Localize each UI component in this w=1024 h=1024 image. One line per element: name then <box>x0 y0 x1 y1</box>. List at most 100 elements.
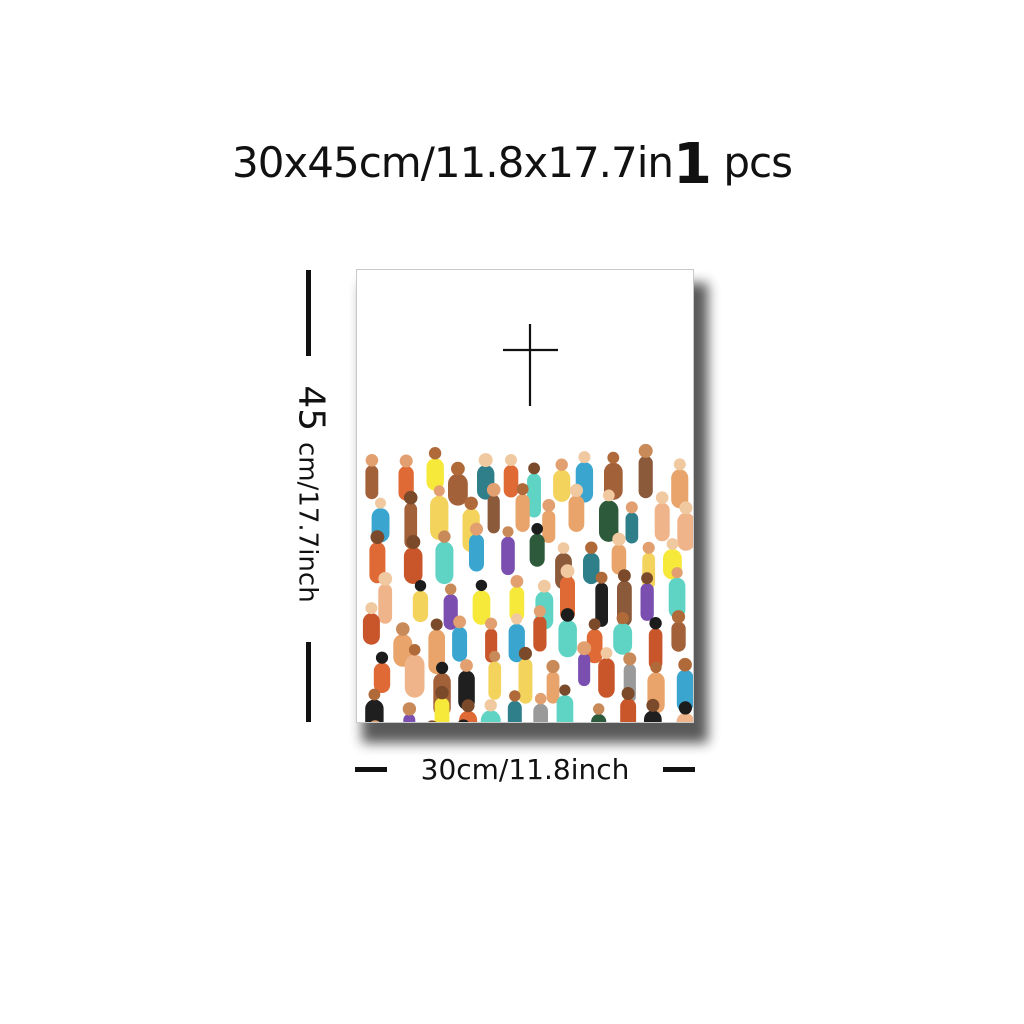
figure-body <box>677 512 693 551</box>
figure-head <box>464 496 478 510</box>
figure-head <box>433 485 445 497</box>
figure-body <box>365 465 379 500</box>
width-dimension-line <box>355 767 695 773</box>
figure-body <box>613 623 633 655</box>
figure-head <box>602 489 615 502</box>
figure-body <box>403 713 416 722</box>
artwork <box>362 324 693 723</box>
figure-head <box>430 618 443 631</box>
figure-body <box>362 613 380 645</box>
figure-head <box>533 605 546 618</box>
figure-head <box>679 501 693 515</box>
figure-body <box>469 534 484 572</box>
figure-body <box>509 586 525 622</box>
figure-body <box>373 662 391 693</box>
figure-head <box>531 523 543 535</box>
figure-head <box>427 720 437 722</box>
canvas-print <box>356 269 694 723</box>
width-line-right <box>663 767 695 772</box>
figure-body <box>676 712 693 722</box>
figure-body <box>558 619 577 658</box>
figure-body <box>488 661 502 700</box>
figure-body <box>668 577 686 619</box>
figure-head <box>595 571 608 584</box>
figure-head <box>453 615 466 629</box>
figure-body <box>648 628 663 670</box>
figure-body <box>595 582 608 627</box>
figure-body <box>378 583 393 624</box>
figure-head <box>370 530 385 544</box>
figure-body <box>599 500 619 542</box>
figure-head <box>428 447 442 460</box>
figure-head <box>406 535 421 549</box>
figure-head <box>479 722 491 723</box>
figure-head <box>375 651 389 664</box>
figure-body <box>625 512 639 544</box>
figure-head <box>666 538 679 550</box>
figure-head <box>518 646 532 661</box>
width-dimension-label: 30cm/11.8inch <box>420 753 630 786</box>
figure-head <box>370 720 380 722</box>
figure-body <box>434 697 450 722</box>
figure-body <box>578 653 591 687</box>
figure-head <box>509 690 521 702</box>
height-dimension-label: 45 cm/17.7inch <box>288 385 332 603</box>
figure-head <box>585 541 598 554</box>
figure-head <box>368 688 381 701</box>
figure-head <box>478 453 493 468</box>
height-line-bottom <box>306 642 311 722</box>
figure-body <box>533 616 547 652</box>
quantity-unit: pcs <box>723 138 793 187</box>
figure-head <box>510 575 524 588</box>
figure-head <box>578 451 591 464</box>
figure-head <box>475 579 488 592</box>
figure-head <box>678 701 692 715</box>
figure-head <box>435 685 449 700</box>
figure-body <box>501 536 515 576</box>
figure-body <box>487 494 500 534</box>
figure-head <box>577 641 592 656</box>
quantity-number: 1 <box>673 132 712 197</box>
height-unit: cm/17.7inch <box>292 441 323 603</box>
figure-body <box>412 590 429 623</box>
figure-head <box>671 567 683 579</box>
figure-body <box>676 669 693 712</box>
figure-head <box>569 483 583 497</box>
figure-head <box>650 661 662 674</box>
figure-body <box>611 544 627 575</box>
figure-head <box>470 522 483 536</box>
figure-head <box>641 572 653 585</box>
width-line-left <box>355 767 387 772</box>
figure-body <box>591 714 607 722</box>
figure-head <box>625 501 638 514</box>
figure-body <box>369 542 386 584</box>
figure-head <box>588 618 601 631</box>
figure-body <box>452 626 468 662</box>
height-value: 45 <box>290 385 332 432</box>
figure-body <box>620 698 637 722</box>
figure-head <box>542 499 556 512</box>
figure-head <box>673 458 686 471</box>
figure-head <box>486 483 501 497</box>
figure-body <box>518 658 533 704</box>
height-line-top <box>306 270 311 356</box>
figure-head <box>618 569 631 583</box>
figure-body <box>404 654 425 698</box>
figure-body <box>586 629 603 664</box>
figure-body <box>430 495 449 541</box>
size-heading: 30x45cm/11.8x17.7in1 pcs <box>0 135 1024 193</box>
figure-head <box>511 613 523 625</box>
figure-head <box>485 617 498 630</box>
figure-head <box>559 684 571 696</box>
figure-head <box>638 443 653 458</box>
figure-head <box>555 458 568 471</box>
figure-head <box>484 699 497 712</box>
figure-head <box>621 687 635 700</box>
figure-body <box>448 473 468 506</box>
figure-body <box>533 703 548 722</box>
size-text: 30x45cm/11.8x17.7in <box>231 138 674 187</box>
figure-head <box>607 451 620 464</box>
figure-head <box>642 541 655 554</box>
figure-body <box>515 494 530 532</box>
figure-body <box>671 621 686 652</box>
